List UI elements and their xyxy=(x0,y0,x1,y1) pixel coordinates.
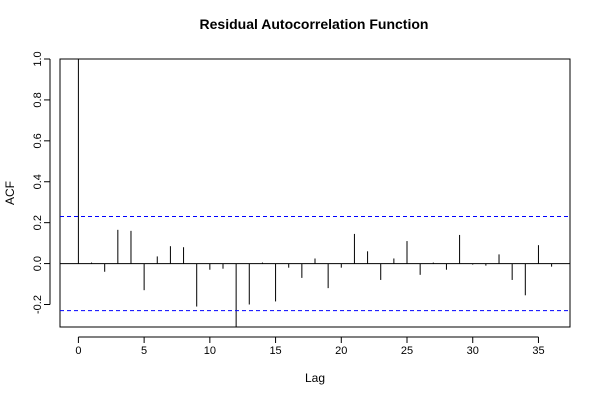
reference-lines xyxy=(60,216,570,312)
x-tick-label: 30 xyxy=(467,345,479,357)
plot-area xyxy=(59,58,571,328)
x-axis: 0 5 10 15 20 25 30 35 xyxy=(75,336,545,357)
x-tick-label: 20 xyxy=(335,345,347,357)
y-tick-label: -0.2 xyxy=(32,295,44,314)
x-tick-label: 5 xyxy=(141,345,147,357)
y-tick-label: 0.8 xyxy=(32,92,44,107)
y-tick-label: 1.0 xyxy=(32,51,44,66)
x-axis-label: Lag xyxy=(305,371,325,385)
x-tick-label: 25 xyxy=(401,345,413,357)
y-tick-label: 0.2 xyxy=(32,215,44,230)
x-tick-label: 0 xyxy=(75,345,81,357)
y-tick-label: 0.6 xyxy=(32,133,44,148)
acf-bars xyxy=(77,59,553,327)
y-axis-label: ACF xyxy=(3,181,17,205)
x-tick-label: 15 xyxy=(269,345,281,357)
y-axis: -0.2 0.0 0.2 0.4 0.6 0.8 1.0 xyxy=(32,51,51,314)
chart-title: Residual Autocorrelation Function xyxy=(200,16,429,32)
x-tick-label: 35 xyxy=(532,345,544,357)
x-tick-label: 10 xyxy=(204,345,216,357)
y-tick-label: 0.0 xyxy=(32,256,44,271)
y-tick-label: 0.4 xyxy=(32,174,44,189)
